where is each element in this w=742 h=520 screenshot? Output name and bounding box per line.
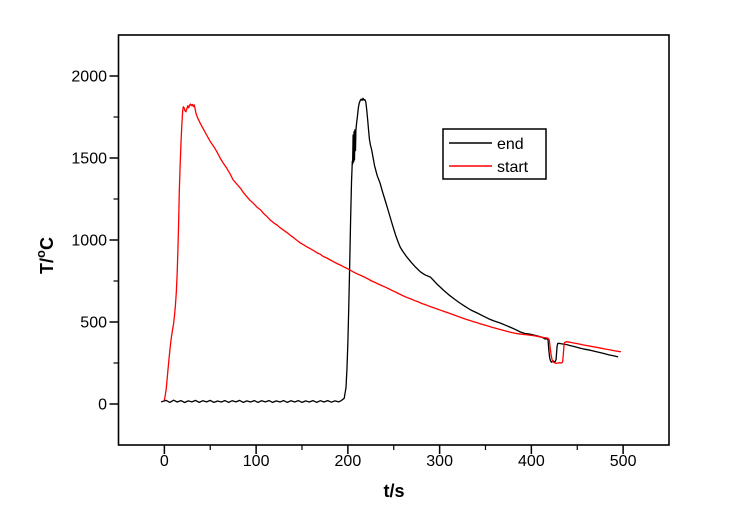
y-axis-tick-label: 2000 [71,69,107,86]
legend-label-end: end [497,136,524,153]
legend: end start [442,128,547,180]
y-axis-title: T/oC [33,237,57,274]
y-axis-title-superscript: o [33,250,48,258]
y-axis-tick-label: 1500 [71,151,107,168]
x-axis-tick-label: 300 [426,453,453,470]
legend-label-start: start [497,159,529,176]
x-axis-title: t/s [383,481,404,501]
x-axis-tick-label: 200 [335,453,362,470]
plot-frame [117,34,670,446]
y-axis: 0 500 1000 1500 2000 [71,69,119,414]
legend-box [442,128,547,180]
y-axis-tick-label: 500 [80,315,107,332]
y-axis-tick-label: 0 [98,397,107,414]
x-axis-tick-label: 400 [518,453,545,470]
x-axis: 0 100 200 300 400 500 [160,445,637,470]
x-axis-tick-label: 0 [160,453,169,470]
series-line-end [160,97,619,404]
series-line-start [163,103,622,401]
series-lines [160,97,622,404]
x-axis-tick-label: 500 [610,453,637,470]
x-axis-tick-label: 100 [243,453,270,470]
y-axis-tick-label: 1000 [71,233,107,250]
